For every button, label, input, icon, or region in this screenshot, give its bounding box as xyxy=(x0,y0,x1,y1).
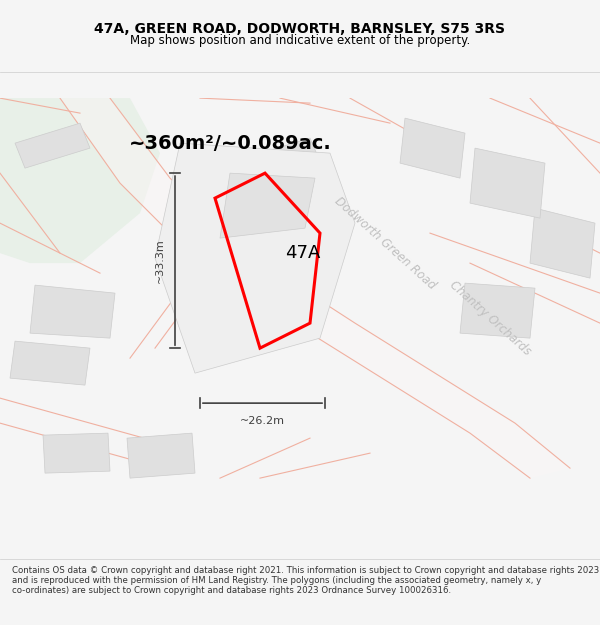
Polygon shape xyxy=(460,283,535,338)
Polygon shape xyxy=(155,143,355,373)
Text: ~33.3m: ~33.3m xyxy=(155,238,165,283)
Polygon shape xyxy=(30,285,115,338)
Text: Chantry Orchards: Chantry Orchards xyxy=(447,278,533,358)
Text: 47A, GREEN ROAD, DODWORTH, BARNSLEY, S75 3RS: 47A, GREEN ROAD, DODWORTH, BARNSLEY, S75… xyxy=(95,22,505,36)
Polygon shape xyxy=(127,433,195,478)
Polygon shape xyxy=(260,138,325,188)
Text: Dodworth Green Road: Dodworth Green Road xyxy=(332,194,438,292)
Polygon shape xyxy=(470,148,545,218)
Text: Contains OS data © Crown copyright and database right 2021. This information is : Contains OS data © Crown copyright and d… xyxy=(12,566,599,596)
Polygon shape xyxy=(10,341,90,385)
Polygon shape xyxy=(0,98,160,263)
Polygon shape xyxy=(220,173,315,238)
Text: 47A: 47A xyxy=(285,244,320,262)
Text: ~26.2m: ~26.2m xyxy=(240,416,285,426)
Text: ~360m²/~0.089ac.: ~360m²/~0.089ac. xyxy=(128,134,331,152)
Polygon shape xyxy=(60,98,570,478)
Text: Map shows position and indicative extent of the property.: Map shows position and indicative extent… xyxy=(130,34,470,48)
Polygon shape xyxy=(43,433,110,473)
Polygon shape xyxy=(15,123,90,168)
Polygon shape xyxy=(400,118,465,178)
Polygon shape xyxy=(530,208,595,278)
